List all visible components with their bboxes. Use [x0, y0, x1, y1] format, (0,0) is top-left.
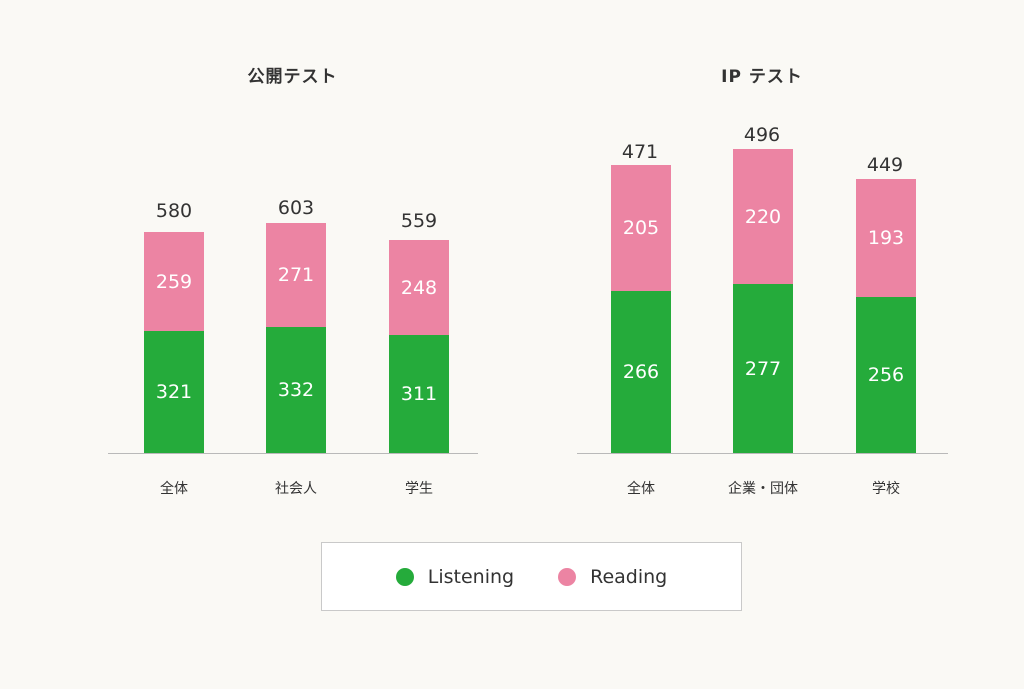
listening-segment: 321: [144, 331, 204, 453]
reading-segment: 248: [389, 240, 449, 335]
legend-item-reading: Reading: [558, 566, 667, 588]
category-label: 全体: [160, 481, 188, 497]
listening-segment: 311: [389, 335, 449, 453]
category-label: 学生: [405, 481, 433, 497]
bar-total: 580: [155, 200, 193, 222]
listening-segment: 256: [856, 297, 916, 453]
legend-item-listening: Listening: [395, 565, 515, 588]
stacked-bar: 205 266: [611, 165, 671, 453]
stacked-bar: 271 332: [266, 223, 326, 453]
legend-label: Reading: [590, 565, 668, 588]
ip-test-chart: IP テスト 471 205 266 全体 496 220 277 企業・団体 …: [577, 67, 948, 497]
reading-segment: 220: [733, 149, 793, 284]
bar-total: 603: [277, 197, 315, 219]
reading-segment: 193: [856, 179, 916, 297]
stacked-bar: 193 256: [856, 179, 916, 453]
reading-segment: 271: [266, 223, 326, 327]
chart-title: IP テスト: [721, 67, 803, 87]
bar-total: 449: [866, 154, 904, 176]
reading-segment: 259: [144, 232, 204, 331]
reading-dot-icon: [558, 567, 577, 586]
legend: Listening Reading: [321, 542, 742, 611]
chart-title: 公開テスト: [247, 67, 338, 87]
category-label: 企業・団体: [728, 481, 798, 497]
category-label: 全体: [627, 481, 655, 497]
stacked-bar: 259 321: [144, 232, 204, 453]
listening-dot-icon: [395, 567, 414, 586]
legend-label: Listening: [427, 565, 515, 588]
reading-segment: 205: [611, 165, 671, 291]
listening-segment: 266: [611, 291, 671, 453]
bar-total: 559: [400, 210, 438, 232]
bar-total: 496: [743, 124, 781, 146]
category-label: 社会人: [275, 481, 317, 497]
x-axis-line: [577, 453, 948, 454]
public-test-chart: 公開テスト 580 259 321 全体 603 271 332 社会人 559…: [0, 0, 585, 520]
stacked-bar: 248 311: [389, 240, 449, 453]
x-axis-line: [108, 453, 478, 454]
listening-segment: 332: [266, 327, 326, 453]
listening-segment: 277: [733, 284, 793, 453]
bar-total: 471: [621, 141, 659, 163]
category-label: 学校: [872, 481, 900, 497]
stacked-bar: 220 277: [733, 149, 793, 453]
